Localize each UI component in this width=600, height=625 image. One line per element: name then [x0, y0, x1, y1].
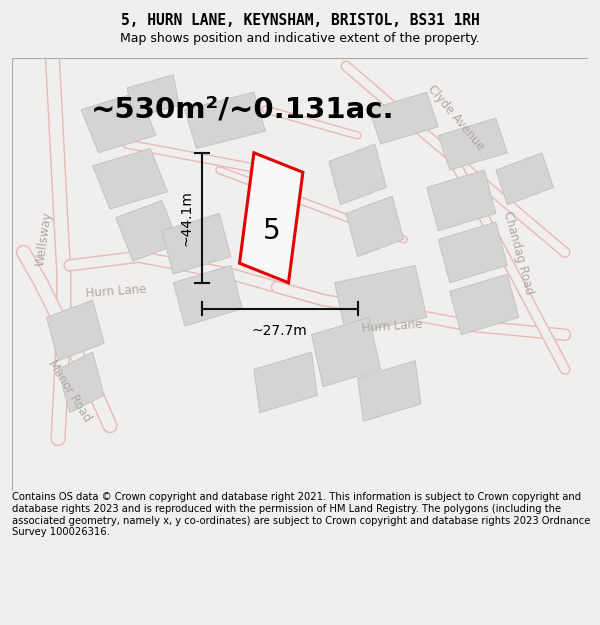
Text: 5: 5: [262, 217, 280, 245]
Text: Clyde Avenue: Clyde Avenue: [425, 83, 487, 153]
Polygon shape: [496, 152, 553, 205]
Polygon shape: [127, 75, 179, 118]
Text: Map shows position and indicative extent of the property.: Map shows position and indicative extent…: [120, 32, 480, 45]
Text: Wellsway: Wellsway: [34, 211, 54, 268]
Polygon shape: [438, 118, 508, 170]
Polygon shape: [173, 266, 242, 326]
Polygon shape: [254, 352, 317, 412]
Polygon shape: [81, 92, 156, 152]
Polygon shape: [47, 300, 104, 361]
Text: Contains OS data © Crown copyright and database right 2021. This information is : Contains OS data © Crown copyright and d…: [12, 492, 590, 538]
Polygon shape: [335, 266, 427, 335]
Text: 5, HURN LANE, KEYNSHAM, BRISTOL, BS31 1RH: 5, HURN LANE, KEYNSHAM, BRISTOL, BS31 1R…: [121, 12, 479, 28]
Polygon shape: [116, 201, 179, 261]
Polygon shape: [162, 213, 231, 274]
Polygon shape: [358, 361, 421, 421]
Text: ~530m²/~0.131ac.: ~530m²/~0.131ac.: [91, 96, 394, 124]
Polygon shape: [329, 144, 386, 205]
Polygon shape: [185, 92, 265, 149]
Text: Hurn Lane: Hurn Lane: [85, 282, 146, 300]
Text: ~27.7m: ~27.7m: [252, 324, 308, 338]
Polygon shape: [92, 149, 167, 209]
Text: ~44.1m: ~44.1m: [179, 190, 193, 246]
Polygon shape: [369, 92, 438, 144]
Polygon shape: [438, 222, 508, 282]
Polygon shape: [311, 318, 380, 387]
Polygon shape: [239, 152, 303, 282]
Text: Manor Road: Manor Road: [46, 357, 94, 424]
Polygon shape: [58, 352, 104, 412]
Text: Chandag Road: Chandag Road: [502, 209, 536, 296]
Polygon shape: [346, 196, 404, 257]
Polygon shape: [427, 170, 496, 231]
Text: Hurn Lane: Hurn Lane: [361, 318, 423, 334]
Polygon shape: [450, 274, 519, 335]
